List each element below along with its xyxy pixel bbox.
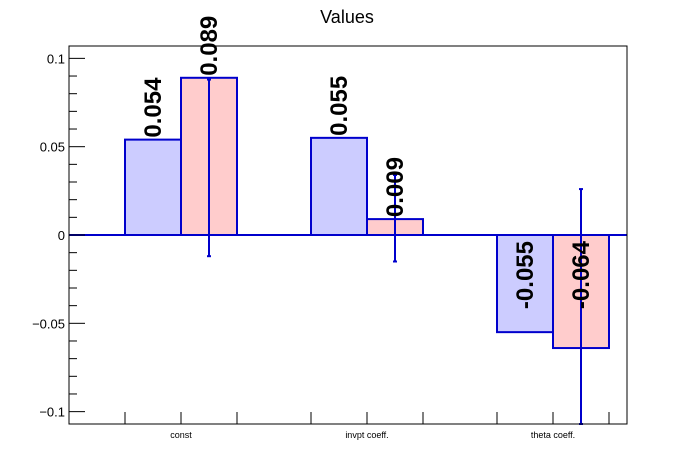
bar xyxy=(310,136,368,236)
y-tick-label: 0 xyxy=(58,228,65,243)
x-category-label: const xyxy=(170,430,192,440)
data-label: 0.054 xyxy=(140,77,167,138)
y-tick-label: 0.05 xyxy=(40,140,65,155)
y-tick-label: 0.1 xyxy=(47,51,65,66)
bar xyxy=(124,138,182,236)
data-label: 0.055 xyxy=(326,76,353,136)
data-label: -0.064 xyxy=(568,240,595,309)
data-label: 0.089 xyxy=(196,16,223,76)
plot-area: −0.1 −0.05 0 0.05 0.1 const invpt coeff. theta … xyxy=(32,16,628,440)
y-tick-label: −0.05 xyxy=(32,316,65,331)
x-category-label: theta coeff. xyxy=(531,430,575,440)
data-label: -0.055 xyxy=(512,241,539,309)
bar xyxy=(496,234,554,334)
x-category-label: invpt coeff. xyxy=(345,430,388,440)
data-label: 0.009 xyxy=(382,157,409,217)
y-tick-label: −0.1 xyxy=(39,405,65,420)
chart-title: Values xyxy=(320,7,374,27)
